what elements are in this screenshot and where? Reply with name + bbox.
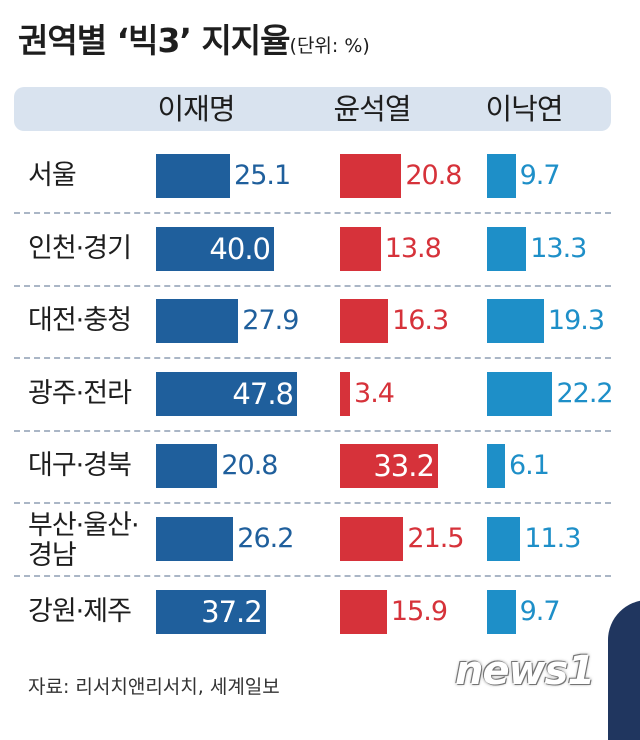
value-label: 11.3 (524, 523, 581, 554)
value-label: 19.3 (547, 305, 605, 337)
value-label: 22.2 (556, 377, 613, 409)
row-divider (14, 429, 611, 432)
value-label: 40.0 (209, 231, 271, 266)
value-label: 16.3 (392, 305, 449, 337)
photo-edge (608, 600, 640, 740)
bar-1 (156, 444, 218, 489)
row-divider (14, 357, 611, 360)
value-label: 13.3 (530, 232, 587, 264)
unit-label: (단위: %) (289, 35, 370, 57)
value-label: 13.8 (384, 232, 442, 264)
bar-3 (487, 371, 553, 416)
row-divider (14, 502, 611, 505)
value-label: 9.7 (519, 595, 561, 627)
value-label: 6.1 (508, 450, 550, 482)
category-label: 대전·충청 (28, 305, 132, 337)
bar-2 (340, 154, 402, 198)
bar-2 (340, 371, 351, 416)
bar-1 (156, 226, 274, 271)
value-label: 20.8 (221, 450, 278, 482)
value-label: 27.9 (242, 305, 299, 337)
value-label: 9.7 (519, 160, 561, 191)
column-header-1: 이재명 (157, 92, 235, 126)
value-label: 21.5 (407, 523, 464, 554)
bar-2 (340, 517, 404, 561)
bar-3 (487, 226, 527, 271)
category-label: 부산·울산·경남 (28, 510, 140, 571)
header-band (14, 87, 611, 131)
bar-3 (487, 517, 521, 561)
bar-1 (156, 154, 231, 198)
column-header-2: 윤석열 (333, 92, 411, 126)
column-header-3: 이낙연 (485, 92, 563, 126)
bar-2 (340, 589, 387, 634)
bar-1 (156, 517, 234, 561)
bar-1 (156, 589, 266, 634)
value-label: 47.8 (232, 376, 294, 411)
value-label: 37.2 (201, 594, 263, 629)
category-label: 대구·경북 (28, 450, 132, 482)
news1-logo: news1 (455, 648, 595, 694)
value-label: 3.4 (354, 377, 395, 409)
bar-2 (340, 444, 438, 489)
value-label: 15.9 (390, 595, 448, 627)
category-label: 광주·전라 (28, 377, 132, 409)
category-label: 인천·경기 (28, 232, 132, 264)
bar-3 (487, 444, 505, 489)
row-divider (14, 284, 611, 287)
bar-2 (340, 226, 381, 271)
bar-3 (487, 299, 544, 344)
bar-3 (487, 589, 516, 634)
value-label: 26.2 (237, 523, 294, 554)
row-divider (14, 212, 611, 214)
row-divider (14, 575, 611, 577)
bar-1 (156, 371, 297, 416)
bar-2 (340, 299, 389, 344)
value-label: 33.2 (373, 449, 435, 484)
category-label: 강원·제주 (28, 595, 132, 627)
value-label: 25.1 (234, 160, 291, 191)
bar-1 (156, 299, 239, 344)
category-label: 서울 (28, 160, 77, 191)
chart-title: 권역별 ‘빅3’ 지지율(단위: %) (18, 21, 370, 60)
bar-3 (487, 154, 516, 198)
source-note: 자료: 리서치앤리서치, 세계일보 (28, 676, 280, 698)
value-label: 20.8 (405, 160, 462, 191)
